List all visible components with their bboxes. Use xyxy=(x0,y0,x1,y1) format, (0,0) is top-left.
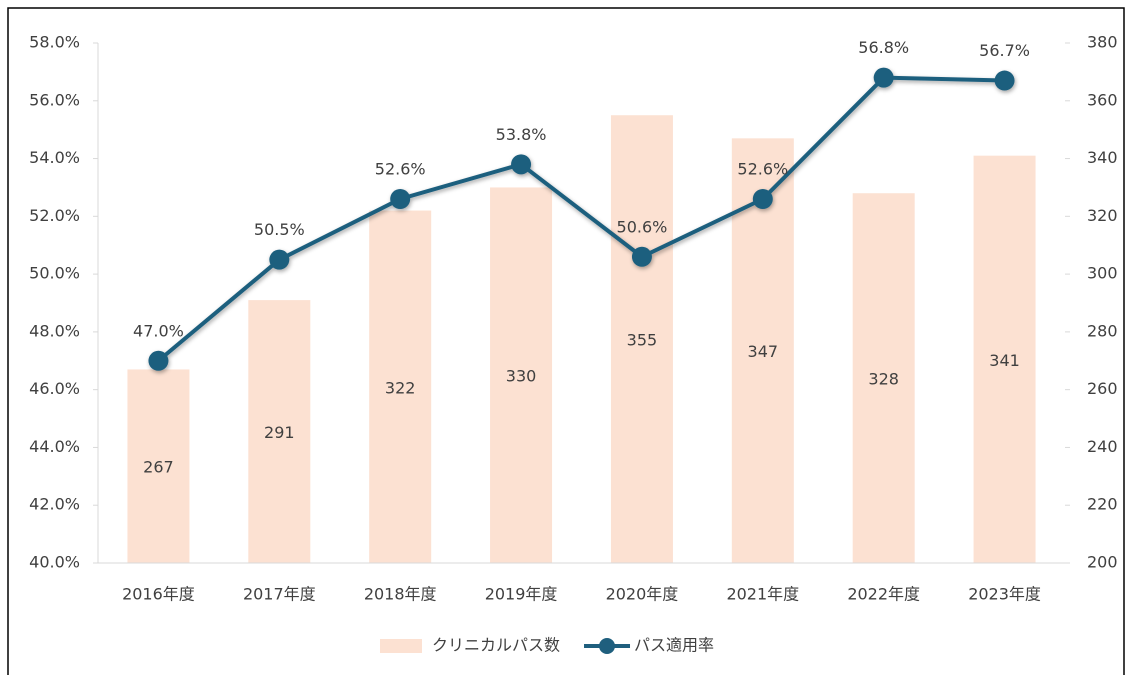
x-tick-label: 2021年度 xyxy=(726,585,799,604)
y2-tick-label: 300 xyxy=(1087,264,1118,283)
bar-value-label: 355 xyxy=(627,331,658,350)
y2-tick-label: 240 xyxy=(1087,437,1118,456)
x-tick-label: 2018年度 xyxy=(364,585,437,604)
x-tick-label: 2020年度 xyxy=(606,585,679,604)
x-tick-label: 2016年度 xyxy=(122,585,195,604)
line-value-label: 53.8% xyxy=(496,125,547,144)
line-marker xyxy=(994,70,1015,91)
y-tick-label: 46.0% xyxy=(29,379,80,398)
bar xyxy=(248,300,311,563)
legend-label: パス適用率 xyxy=(634,636,714,655)
y2-tick-label: 260 xyxy=(1087,379,1118,398)
line-marker xyxy=(873,67,894,88)
y2-tick-label: 380 xyxy=(1087,33,1118,52)
bar xyxy=(852,193,915,563)
legend-label: クリニカルパス数 xyxy=(432,636,560,655)
y-tick-label: 52.0% xyxy=(29,206,80,225)
bar xyxy=(490,187,553,563)
line-marker xyxy=(511,154,532,175)
bar-value-label: 322 xyxy=(385,378,416,397)
bar-value-label: 291 xyxy=(264,423,295,442)
legend-swatch-marker xyxy=(599,638,616,654)
x-tick-label: 2017年度 xyxy=(243,585,316,604)
line-value-label: 50.6% xyxy=(617,217,668,236)
line-value-label: 50.5% xyxy=(254,220,305,239)
y-tick-label: 44.0% xyxy=(29,437,80,456)
bar-value-label: 330 xyxy=(506,367,537,386)
bar xyxy=(610,115,673,563)
y-tick-label: 50.0% xyxy=(29,264,80,283)
bar-value-label: 341 xyxy=(989,351,1020,370)
y-tick-label: 58.0% xyxy=(29,33,80,52)
bar-value-label: 347 xyxy=(748,342,779,361)
y-tick-label: 54.0% xyxy=(29,148,80,167)
bar xyxy=(127,369,190,563)
legend-swatch xyxy=(380,639,422,653)
bar-value-label: 267 xyxy=(143,458,174,477)
y2-tick-label: 280 xyxy=(1087,321,1118,340)
y-tick-label: 56.0% xyxy=(29,90,80,109)
x-tick-label: 2022年度 xyxy=(847,585,920,604)
line xyxy=(157,75,1005,363)
x-tick-label: 2023年度 xyxy=(968,585,1041,604)
bar xyxy=(973,155,1036,563)
y-tick-label: 40.0% xyxy=(29,553,80,572)
line-value-label: 56.7% xyxy=(979,41,1030,60)
line-value-label: 56.8% xyxy=(858,38,909,57)
frame xyxy=(7,7,1125,675)
line-marker xyxy=(269,249,290,270)
line-marker xyxy=(390,189,411,209)
y2-tick-label: 220 xyxy=(1087,495,1118,514)
line-marker xyxy=(148,350,169,371)
y2-tick-label: 200 xyxy=(1087,553,1118,572)
bar-value-label: 328 xyxy=(868,370,899,389)
y-tick-label: 42.0% xyxy=(29,495,80,514)
y2-tick-label: 340 xyxy=(1087,148,1118,167)
line-value-label: 52.6% xyxy=(375,160,426,179)
x-tick-label: 2019年度 xyxy=(485,585,558,604)
line-value-label: 47.0% xyxy=(133,321,184,340)
line-value-label: 52.6% xyxy=(737,160,788,179)
line-marker xyxy=(631,246,652,267)
y2-tick-label: 360 xyxy=(1087,90,1118,109)
bar xyxy=(369,210,432,564)
y2-tick-label: 320 xyxy=(1087,206,1118,225)
line-series xyxy=(148,67,1015,371)
y-tick-label: 48.0% xyxy=(29,321,80,340)
line-marker xyxy=(752,189,773,209)
